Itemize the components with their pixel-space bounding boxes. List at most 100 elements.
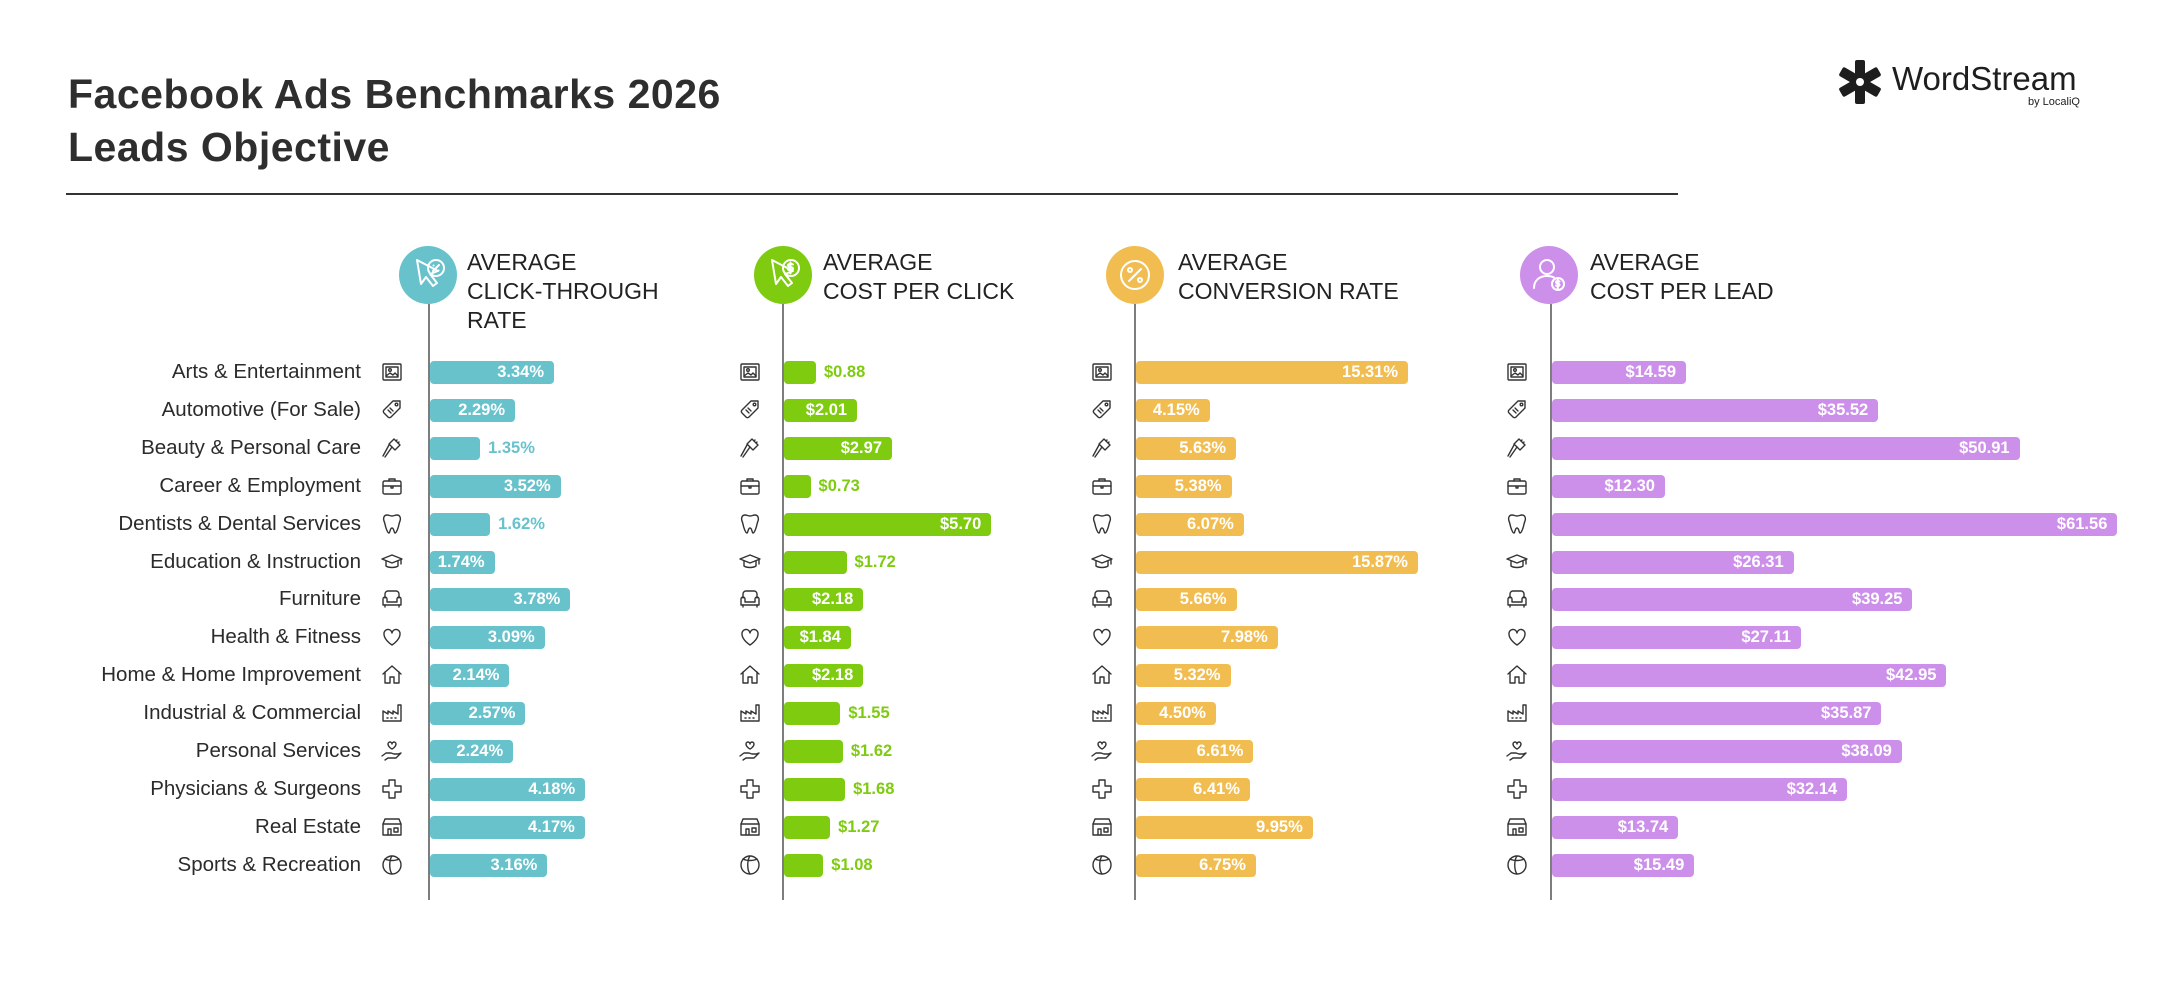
series-3-header-badge: [1106, 246, 1164, 304]
series-3-value-label: 5.32%: [1173, 666, 1221, 685]
cursor-percent-icon: [416, 259, 445, 287]
series-3-value-label: 6.41%: [1193, 779, 1240, 798]
row-icon: [380, 739, 406, 765]
series-1-bar: [430, 398, 516, 422]
row-icon: [380, 777, 406, 803]
series-4-bar: [1552, 361, 1686, 384]
row-icon: [380, 815, 406, 841]
row-icon: [738, 360, 764, 386]
series-title-line: COST PER CLICK: [823, 278, 1015, 304]
series-2-value-label: $1.72: [854, 552, 896, 571]
series-3-title: AVERAGE CONVERSION RATE: [1178, 248, 1399, 306]
row-icon: [1505, 777, 1531, 803]
series-3-axis: [1134, 304, 1136, 900]
series-1-value-label: 4.18%: [528, 779, 576, 798]
series-2-value-label: $1.62: [850, 742, 893, 760]
series-2-bar: [784, 436, 892, 460]
series-1-value-label: 2.14%: [452, 666, 500, 685]
series-1-bar: [430, 436, 481, 460]
factory-icon: [740, 704, 760, 722]
series-3-value-label: 6.61%: [1196, 742, 1244, 760]
series-1-bar: [430, 853, 548, 877]
series-1-title: AVERAGE CLICK-THROUGH RATE: [467, 248, 659, 335]
series-1-value-label: 3.34%: [497, 363, 544, 381]
series-1-axis: [428, 304, 430, 900]
series-1-bar: [430, 474, 561, 498]
series-title-line: AVERAGE: [1590, 249, 1700, 275]
picture-frame-icon: [740, 363, 760, 381]
series-1-bar: [430, 815, 585, 839]
medical-cross-icon: [1507, 779, 1527, 799]
row-icon: [380, 853, 406, 879]
storefront-icon: [1092, 818, 1112, 836]
series-2-value-label: $2.18: [811, 590, 854, 609]
logo-subtitle: by LocaliQ: [2028, 96, 2080, 108]
row-icon: [738, 436, 764, 462]
row-icon: [1505, 398, 1531, 424]
series-3-value-label: 4.15%: [1152, 400, 1200, 419]
medical-cross-icon: [382, 779, 402, 799]
series-3-bar: [1136, 550, 1418, 574]
series-1-value-label: 1.74%: [437, 552, 485, 571]
tooth-icon: [382, 513, 402, 534]
category-label: Education & Instruction: [150, 549, 361, 573]
ball-icon: [1507, 854, 1527, 875]
series-4-bar: [1552, 512, 2118, 536]
house-icon: [1507, 665, 1527, 684]
row-icon: [1505, 625, 1531, 651]
series-4-value-label: $15.49: [1633, 855, 1685, 874]
hand-heart-icon: [381, 741, 402, 761]
ball-icon: [740, 854, 760, 875]
series-1-bar: [430, 588, 571, 612]
category-label: Beauty & Personal Care: [141, 435, 361, 459]
row-icon: [380, 512, 406, 538]
category-label: Sports & Recreation: [177, 852, 361, 876]
series-3-bar: [1136, 474, 1232, 498]
briefcase-icon: [740, 477, 760, 495]
medical-cross-icon: [1092, 779, 1112, 799]
series-4-value-label: $35.87: [1820, 704, 1872, 723]
briefcase-icon: [1092, 477, 1112, 495]
row-icon: [738, 663, 764, 689]
series-4-bar: [1552, 664, 1947, 688]
series-2-bar: [784, 361, 816, 384]
series-title-line: AVERAGE: [467, 249, 577, 275]
category-label: Furniture: [278, 587, 361, 611]
series-2-bar: [784, 588, 864, 612]
series-title-line: COST PER LEAD: [1590, 278, 1774, 304]
series-3-value-label: 5.63%: [1179, 438, 1227, 457]
row-icon: [1090, 663, 1116, 689]
row-icon: [738, 474, 764, 500]
storefront-icon: [382, 818, 402, 836]
category-label: Arts & Entertainment: [171, 360, 361, 383]
series-4-value-label: $61.56: [2056, 514, 2108, 533]
category-label: Career & Employment: [159, 473, 361, 497]
series-title-line: AVERAGE: [1178, 249, 1288, 275]
series-1-value-label: 2.24%: [456, 742, 504, 760]
hand-heart-icon: [1506, 741, 1527, 761]
row-icon: [1090, 474, 1116, 500]
percent-badge-icon: [1120, 260, 1150, 290]
series-4-value-label: $27.11: [1741, 628, 1791, 647]
hand-heart-icon: [1091, 741, 1112, 761]
row-icon: [1090, 701, 1116, 727]
series-3-value-label: 4.50%: [1159, 704, 1206, 723]
factory-icon: [1092, 704, 1112, 722]
row-icon: [1090, 550, 1116, 576]
title-line-2: Leads Objective: [68, 124, 390, 170]
row-icon: [380, 360, 406, 386]
series-1-bar: [430, 550, 495, 574]
series-3-bar: [1136, 740, 1254, 763]
series-4-bar: [1552, 740, 1902, 763]
series-3-value-label: 15.87%: [1351, 552, 1408, 571]
series-3-bar: [1136, 588, 1237, 612]
hand-heart-icon: [739, 741, 760, 761]
series-3-bar: [1136, 512, 1244, 536]
series-3-bar: [1136, 702, 1216, 726]
series-1-bar: [430, 702, 526, 726]
row-icon: [738, 550, 764, 576]
wordstream-logo: WordStream by LocaliQ: [1836, 56, 2096, 116]
series-3-value-label: 9.95%: [1255, 817, 1303, 836]
series-1-value-label: 1.62%: [498, 514, 545, 533]
row-icon: [738, 739, 764, 765]
